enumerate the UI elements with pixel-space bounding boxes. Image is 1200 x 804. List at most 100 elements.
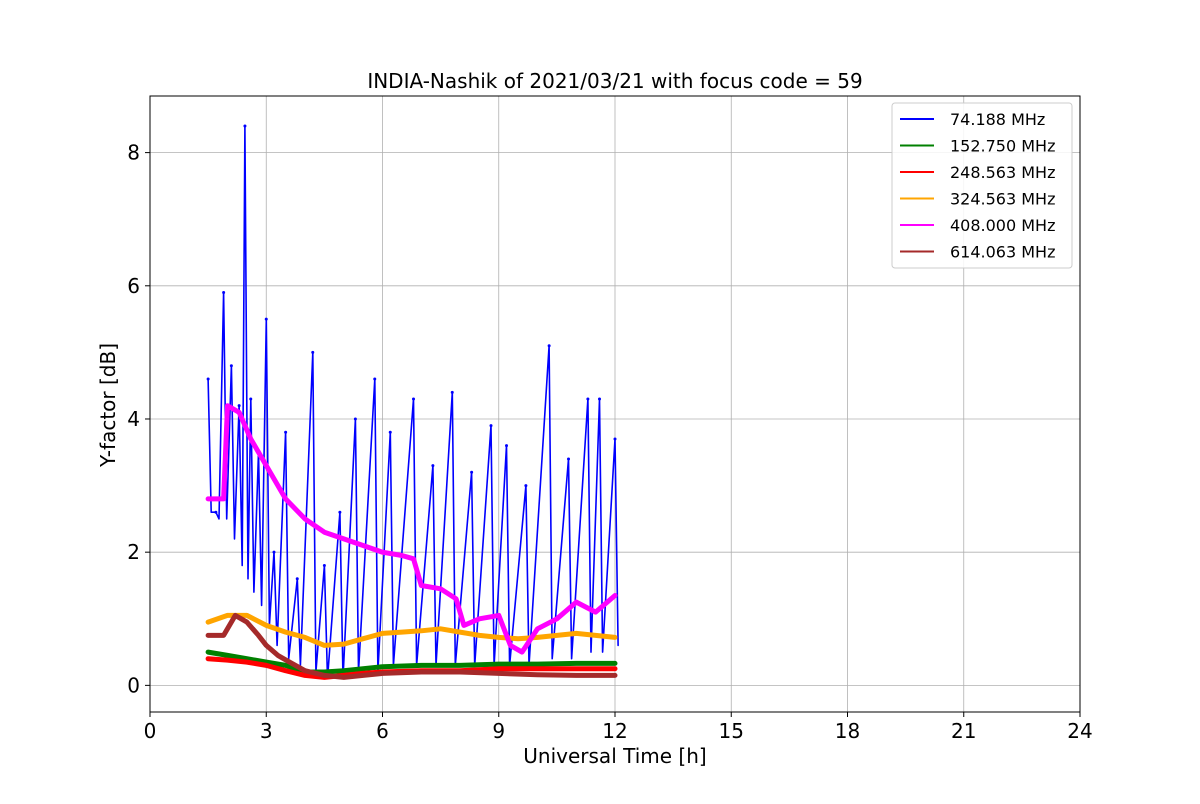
- series-324-563-mhz-point: [497, 636, 500, 639]
- x-tick-label: 3: [260, 719, 273, 743]
- series-614-063-mhz-point: [207, 634, 210, 637]
- series-74-188-mhz-point: [505, 444, 508, 447]
- series-324-563-mhz-point: [575, 632, 578, 635]
- series-152-750-mhz-point: [207, 651, 210, 654]
- series-152-750-mhz-point: [614, 662, 617, 665]
- series-408-000-mhz-point: [226, 404, 229, 407]
- series-74-188-mhz-point: [222, 291, 225, 294]
- series-324-563-mhz-point: [594, 634, 597, 637]
- x-tick-label: 6: [376, 719, 389, 743]
- series-248-563-mhz-point: [614, 667, 617, 670]
- series-408-000-mhz-point: [362, 544, 365, 547]
- series-152-750-mhz-point: [342, 669, 345, 672]
- series-152-750-mhz-point: [575, 662, 578, 665]
- series-74-188-mhz-point: [412, 398, 415, 401]
- series-614-063-mhz-point: [420, 671, 423, 674]
- series-74-188-mhz-point: [431, 464, 434, 467]
- series-248-563-mhz-point: [575, 667, 578, 670]
- y-tick-label: 0: [127, 673, 140, 697]
- x-tick-label: 15: [719, 719, 744, 743]
- series-614-063-mhz-point: [245, 621, 248, 624]
- series-408-000-mhz-point: [284, 497, 287, 500]
- series-324-563-mhz-point: [207, 621, 210, 624]
- series-74-188-mhz-point: [451, 391, 454, 394]
- chart-title: INDIA-Nashik of 2021/03/21 with focus co…: [367, 69, 862, 93]
- series-74-188-mhz-point: [273, 551, 276, 554]
- series-74-188-mhz-point: [284, 431, 287, 434]
- legend-label: 248.563 MHz: [950, 163, 1055, 182]
- series-248-563-mhz-point: [284, 669, 287, 672]
- series-324-563-mhz-point: [226, 614, 229, 617]
- series-152-750-mhz-point: [362, 667, 365, 670]
- series-408-000-mhz-point: [412, 557, 415, 560]
- series-614-063-mhz-point: [362, 674, 365, 677]
- series-408-000-mhz-point: [478, 617, 481, 620]
- series-408-000-mhz-point: [238, 411, 241, 414]
- series-408-000-mhz-point: [265, 464, 268, 467]
- legend-label: 152.750 MHz: [950, 137, 1055, 156]
- series-74-188-mhz-point: [207, 378, 210, 381]
- series-408-000-mhz-point: [575, 601, 578, 604]
- series-408-000-mhz-point: [521, 651, 524, 654]
- series-614-063-mhz-point: [323, 674, 326, 677]
- series-408-000-mhz-point: [207, 497, 210, 500]
- x-tick-label: 12: [602, 719, 627, 743]
- series-408-000-mhz-point: [462, 624, 465, 627]
- series-74-188-mhz-point: [548, 344, 551, 347]
- series-324-563-mhz-point: [400, 631, 403, 634]
- series-408-000-mhz-point: [536, 627, 539, 630]
- series-74-188-mhz-point: [614, 437, 617, 440]
- x-tick-label: 21: [951, 719, 976, 743]
- series-74-188-mhz-point: [567, 457, 570, 460]
- series-408-000-mhz-point: [381, 551, 384, 554]
- series-324-563-mhz-point: [284, 631, 287, 634]
- series-324-563-mhz-point: [323, 644, 326, 647]
- series-152-750-mhz-point: [420, 664, 423, 667]
- series-408-000-mhz-point: [400, 554, 403, 557]
- series-152-750-mhz-point: [226, 654, 229, 657]
- series-408-000-mhz-point: [439, 587, 442, 590]
- series-152-750-mhz-point: [497, 663, 500, 666]
- x-axis-label: Universal Time [h]: [523, 744, 706, 768]
- series-74-188-mhz-point: [238, 404, 241, 407]
- series-74-188-mhz-point: [586, 398, 589, 401]
- series-614-063-mhz-point: [497, 672, 500, 675]
- series-248-563-mhz-point: [265, 664, 268, 667]
- series-408-000-mhz-point: [420, 584, 423, 587]
- series-614-063-mhz-point: [222, 634, 225, 637]
- series-408-000-mhz-point: [614, 594, 617, 597]
- series-74-188-mhz-point: [524, 484, 527, 487]
- series-248-563-mhz-point: [245, 661, 248, 664]
- series-324-563-mhz-point: [536, 636, 539, 639]
- series-614-063-mhz-point: [536, 673, 539, 676]
- y-tick-label: 6: [127, 274, 140, 298]
- series-324-563-mhz-point: [517, 637, 520, 640]
- series-614-063-mhz-point: [342, 676, 345, 679]
- series-74-188-mhz-point: [311, 351, 314, 354]
- legend: 74.188 MHz 152.750 MHz 248.563 MHz 324.563 …: [892, 103, 1072, 268]
- legend-label: 74.188 MHz: [950, 110, 1045, 129]
- series-408-000-mhz-point: [222, 497, 225, 500]
- series-74-188-mhz-point: [354, 417, 357, 420]
- series-74-188-mhz-point: [230, 364, 233, 367]
- series-408-000-mhz-point: [594, 611, 597, 614]
- series-324-563-mhz-point: [439, 627, 442, 630]
- series-74-188-mhz-point: [338, 511, 341, 514]
- series-614-063-mhz-point: [614, 674, 617, 677]
- series-152-750-mhz-point: [459, 664, 462, 667]
- series-614-063-mhz-point: [234, 614, 237, 617]
- y-tick-label: 8: [127, 141, 140, 165]
- series-74-188-mhz-point: [598, 398, 601, 401]
- chart: 0 3 6 9 12 15 18 21 24 0 2 4 6 8 INDIA-Nashik of 2021…: [0, 0, 1200, 800]
- series-614-063-mhz-point: [459, 671, 462, 674]
- x-tick-label: 24: [1067, 719, 1092, 743]
- series-248-563-mhz-point: [226, 659, 229, 662]
- x-tick-label: 0: [144, 719, 157, 743]
- series-74-188-mhz-point: [389, 431, 392, 434]
- x-tick-label: 9: [492, 719, 505, 743]
- legend-label: 324.563 MHz: [950, 190, 1055, 209]
- y-tick-label: 4: [127, 407, 140, 431]
- series-408-000-mhz-point: [249, 437, 252, 440]
- series-614-063-mhz-point: [265, 644, 268, 647]
- series-74-188-mhz-point: [214, 511, 217, 514]
